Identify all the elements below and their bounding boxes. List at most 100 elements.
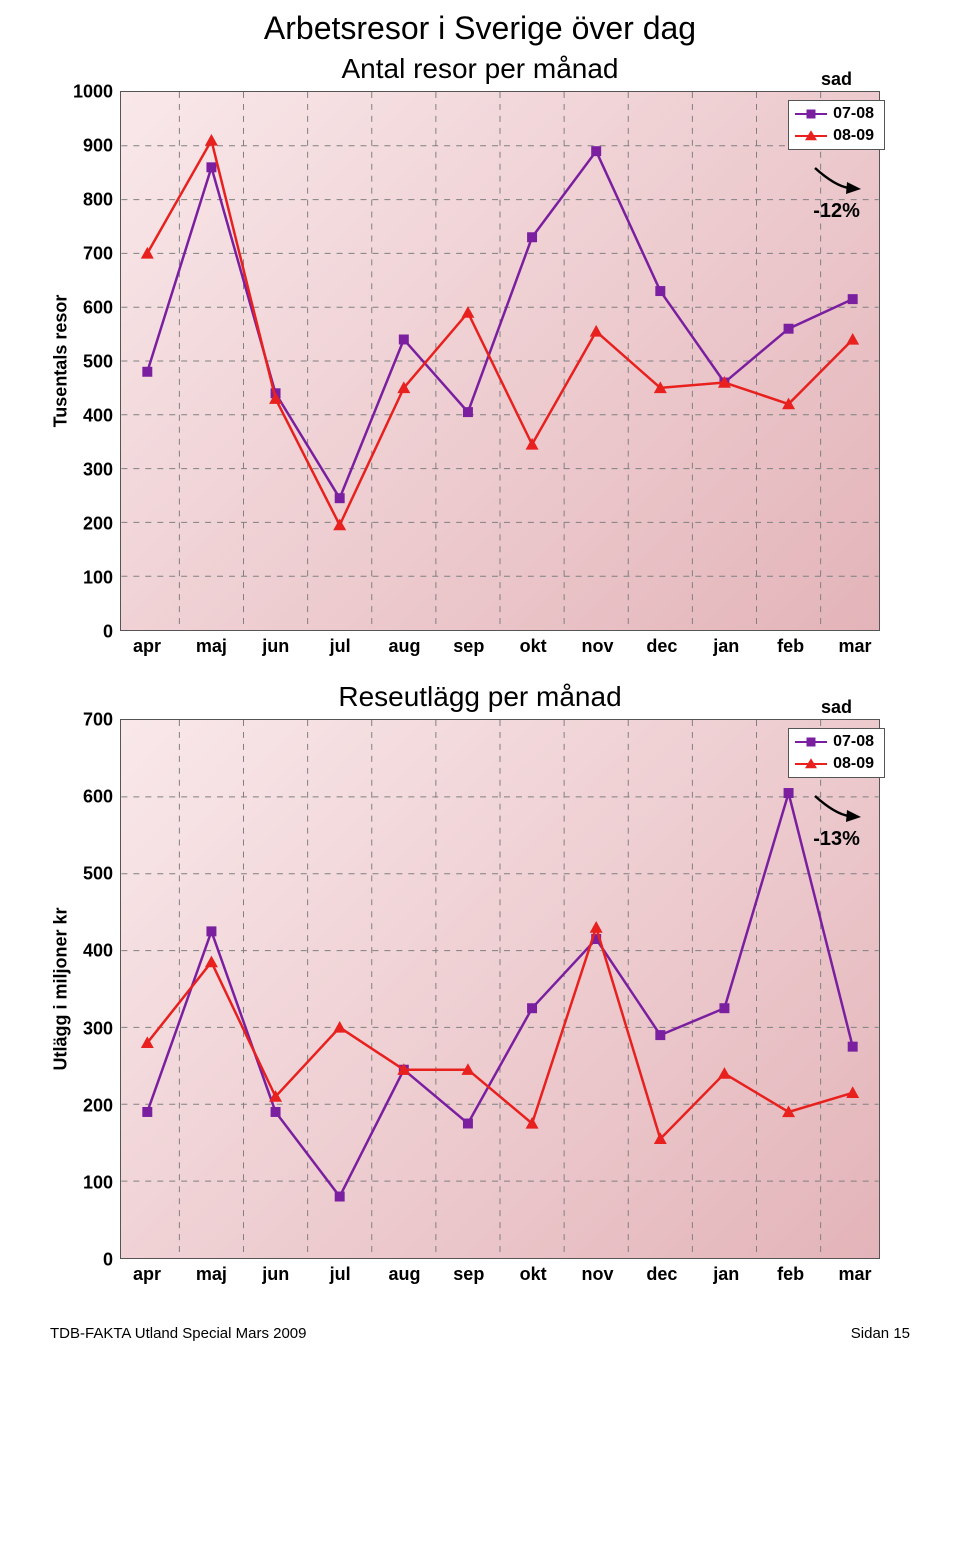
y-tick-label: 0: [103, 1250, 121, 1271]
trend-arrow-icon: [809, 792, 865, 822]
x-tick-label: nov: [582, 1258, 614, 1285]
legend-item: 08-09: [795, 755, 874, 773]
triangle-marker: [461, 306, 474, 318]
y-tick-label: 100: [83, 1172, 121, 1193]
x-tick-label: jul: [330, 1258, 351, 1285]
y-tick-label: 800: [83, 190, 121, 211]
triangle-marker: [333, 1021, 346, 1033]
chart-svg: [121, 92, 879, 630]
legend-box: 07-08 08-09: [788, 728, 885, 778]
square-marker: [784, 324, 794, 334]
triangle-marker: [846, 1086, 859, 1098]
triangle-marker: [590, 921, 603, 933]
y-tick-label: 600: [83, 298, 121, 319]
footer-right: Sidan 15: [851, 1325, 910, 1342]
square-marker: [206, 926, 216, 936]
legend-label: 08-09: [833, 127, 874, 145]
triangle-marker: [526, 438, 539, 450]
square-marker: [719, 1003, 729, 1013]
y-tick-label: 0: [103, 622, 121, 643]
charts-container: Antal resor per månad0100200300400500600…: [40, 53, 920, 1291]
legend-item: 08-09: [795, 127, 874, 145]
y-tick-label: 900: [83, 136, 121, 157]
legend-block: sad 07-08 08-09 -13%: [788, 697, 885, 851]
y-tick-label: 600: [83, 787, 121, 808]
chart-svg: [121, 720, 879, 1258]
square-marker: [335, 1192, 345, 1202]
y-tick-label: 200: [83, 1095, 121, 1116]
x-tick-label: jan: [713, 630, 739, 657]
square-marker: [142, 367, 152, 377]
x-tick-label: okt: [520, 1258, 547, 1285]
square-marker: [142, 1107, 152, 1117]
x-tick-label: feb: [777, 1258, 804, 1285]
square-marker: [848, 294, 858, 304]
legend-sad-label: sad: [821, 697, 852, 718]
main-title: Arbetsresor i Sverige över dag: [40, 10, 920, 47]
legend-sad-label: sad: [821, 69, 852, 90]
x-tick-label: jan: [713, 1258, 739, 1285]
y-tick-label: 200: [83, 514, 121, 535]
triangle-marker-icon: [795, 129, 827, 143]
square-marker: [655, 1030, 665, 1040]
y-axis-label: Utlägg i miljoner kr: [51, 907, 72, 1070]
x-tick-label: mar: [838, 1258, 871, 1285]
square-marker-icon: [795, 735, 827, 749]
x-tick-label: apr: [133, 1258, 161, 1285]
triangle-marker: [718, 1067, 731, 1079]
x-tick-label: maj: [196, 1258, 227, 1285]
triangle-marker: [846, 333, 859, 345]
delta-label: -12%: [813, 200, 860, 223]
footer-left: TDB-FAKTA Utland Special Mars 2009: [50, 1325, 307, 1342]
trend-arrow-icon: [809, 164, 865, 194]
x-tick-label: nov: [582, 630, 614, 657]
square-marker: [399, 334, 409, 344]
chart-plot-area: 01002003004005006007008009001000aprmajju…: [120, 91, 880, 631]
x-tick-label: jun: [262, 1258, 289, 1285]
x-tick-label: okt: [520, 630, 547, 657]
x-tick-label: apr: [133, 630, 161, 657]
y-tick-label: 300: [83, 1018, 121, 1039]
y-tick-label: 500: [83, 864, 121, 885]
square-marker: [206, 162, 216, 172]
chart-block: Antal resor per månad0100200300400500600…: [40, 53, 920, 663]
chart-wrap: 01002003004005006007008009001000aprmajju…: [40, 91, 920, 663]
x-tick-label: sep: [453, 1258, 484, 1285]
x-tick-label: dec: [646, 1258, 677, 1285]
x-tick-label: aug: [388, 630, 420, 657]
x-tick-label: jul: [330, 630, 351, 657]
x-tick-label: sep: [453, 630, 484, 657]
y-axis-label: Tusentals resor: [51, 295, 72, 428]
x-tick-label: feb: [777, 630, 804, 657]
y-tick-label: 400: [83, 941, 121, 962]
square-marker: [463, 1119, 473, 1129]
legend-block: sad 07-08 08-09 -12%: [788, 69, 885, 223]
chart-block: Reseutlägg per månad01002003004005006007…: [40, 681, 920, 1291]
square-marker: [527, 1003, 537, 1013]
triangle-marker-icon: [795, 757, 827, 771]
x-tick-label: jun: [262, 630, 289, 657]
legend-label: 07-08: [833, 105, 874, 123]
y-tick-label: 300: [83, 460, 121, 481]
legend-item: 07-08: [795, 105, 874, 123]
square-marker: [463, 407, 473, 417]
delta-label: -13%: [813, 828, 860, 851]
triangle-marker: [141, 247, 154, 259]
square-marker: [848, 1042, 858, 1052]
square-marker-icon: [795, 107, 827, 121]
triangle-marker: [590, 325, 603, 337]
x-tick-label: dec: [646, 630, 677, 657]
legend-label: 08-09: [833, 755, 874, 773]
page-footer: TDB-FAKTA Utland Special Mars 2009 Sidan…: [50, 1325, 910, 1342]
x-tick-label: mar: [838, 630, 871, 657]
page: Arbetsresor i Sverige över dag Antal res…: [0, 0, 960, 1372]
x-tick-label: aug: [388, 1258, 420, 1285]
square-marker: [335, 493, 345, 503]
chart-plot-area: 0100200300400500600700aprmajjunjulaugsep…: [120, 719, 880, 1259]
legend-item: 07-08: [795, 733, 874, 751]
y-tick-label: 1000: [73, 82, 121, 103]
y-tick-label: 700: [83, 244, 121, 265]
triangle-marker: [205, 134, 218, 146]
square-marker: [655, 286, 665, 296]
y-tick-label: 500: [83, 352, 121, 373]
